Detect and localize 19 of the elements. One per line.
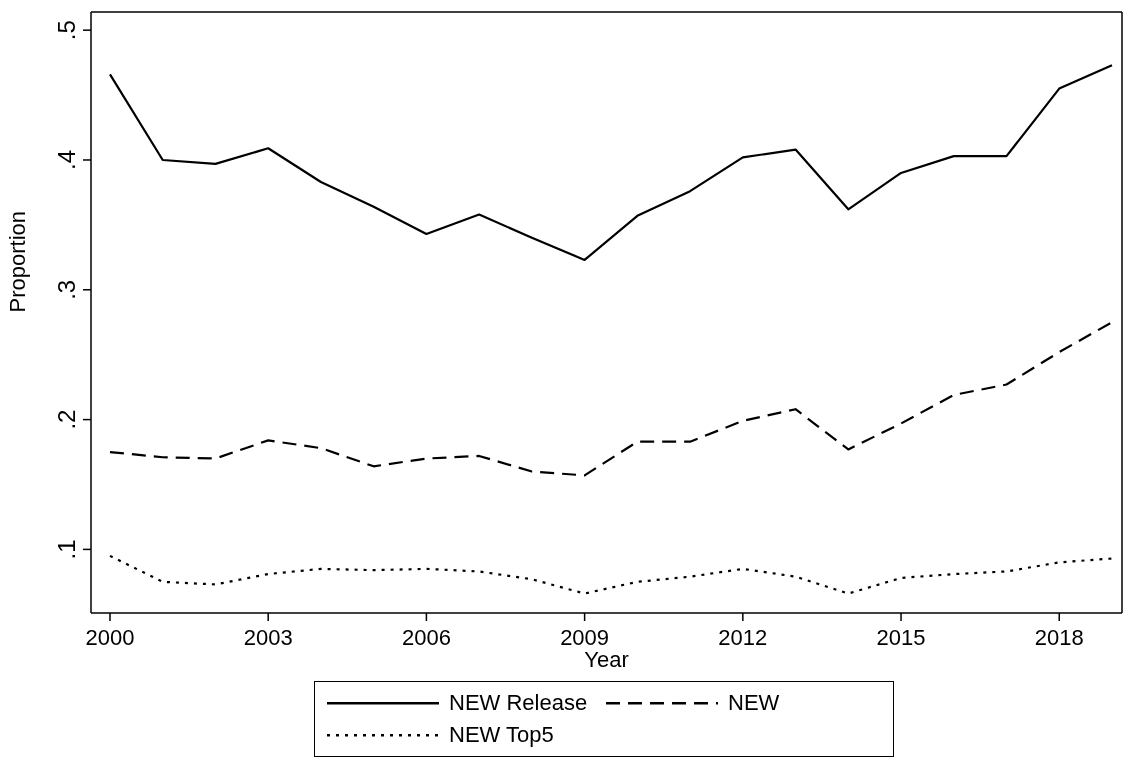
x-axis-title: Year bbox=[584, 647, 629, 672]
legend-label: NEW bbox=[728, 690, 780, 716]
x-tick-label: 2000 bbox=[85, 625, 135, 650]
y-axis-title: Proportion bbox=[4, 210, 30, 313]
legend-label: NEW Release bbox=[449, 690, 588, 716]
y-tick-label: .1 bbox=[53, 539, 80, 560]
x-tick-label: 2009 bbox=[560, 625, 610, 650]
x-tick-label: 2003 bbox=[243, 625, 293, 650]
y-tick-label: .5 bbox=[53, 20, 80, 41]
x-tick-label: 2012 bbox=[718, 625, 768, 650]
x-tick-label: 2006 bbox=[401, 625, 451, 650]
y-tick-label: .4 bbox=[53, 149, 80, 170]
y-tick-label: .3 bbox=[53, 279, 80, 300]
y-tick-label: .2 bbox=[53, 409, 80, 430]
x-tick-label: 2015 bbox=[876, 625, 926, 650]
legend-label: NEW Top5 bbox=[449, 722, 554, 748]
line-series bbox=[108, 64, 1114, 262]
line-series bbox=[108, 554, 1114, 595]
x-tick-label: 2018 bbox=[1034, 625, 1084, 650]
